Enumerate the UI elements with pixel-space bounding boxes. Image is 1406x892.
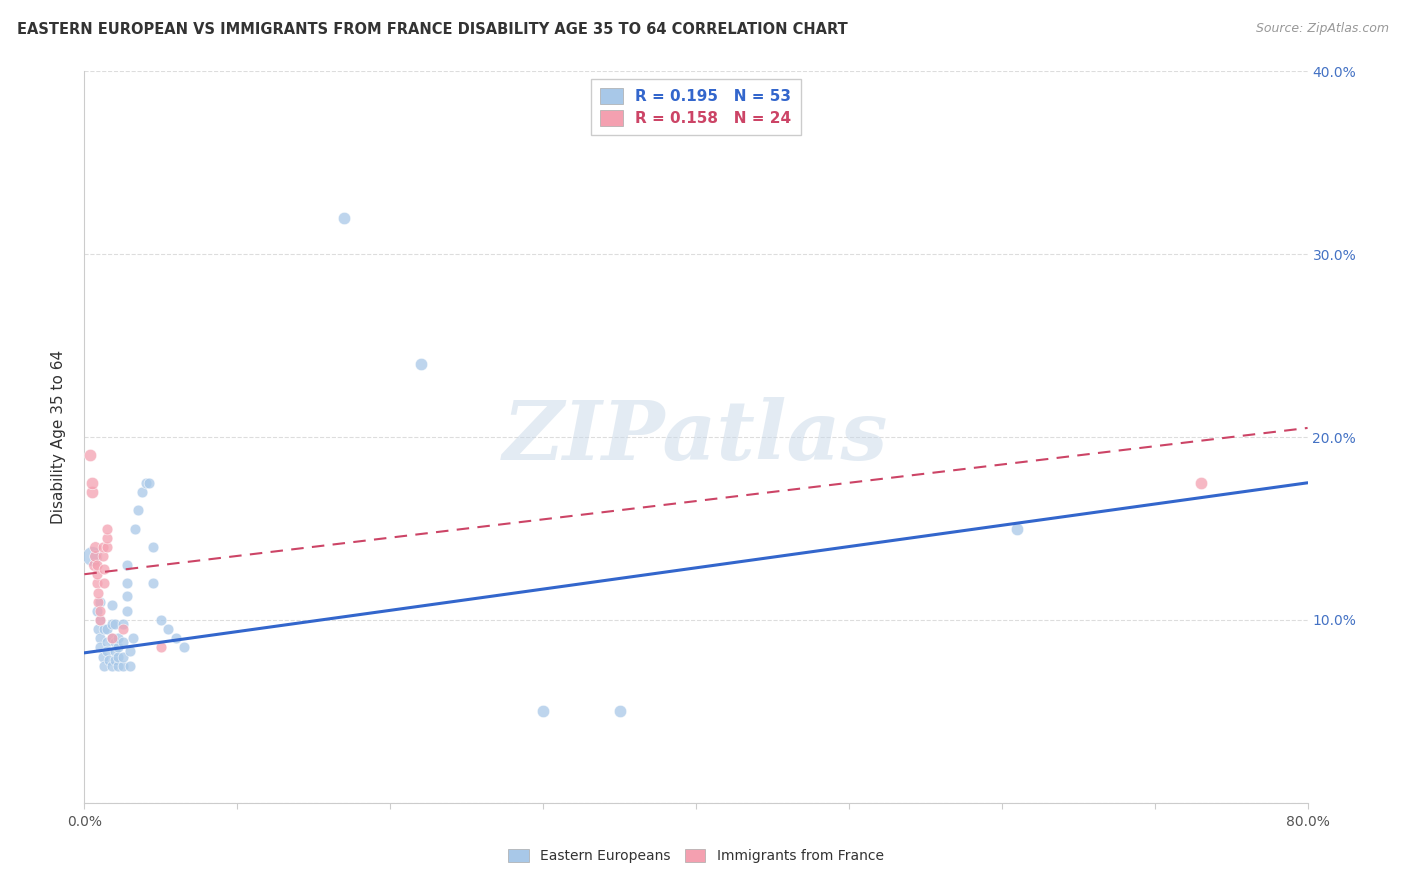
Point xyxy=(173,640,195,655)
Point xyxy=(609,705,631,719)
Point xyxy=(93,562,115,576)
Point xyxy=(96,635,118,649)
Point xyxy=(84,540,107,554)
Point xyxy=(93,622,115,636)
Point xyxy=(149,640,172,655)
Point xyxy=(135,475,157,490)
Point xyxy=(101,632,124,646)
Point xyxy=(111,649,134,664)
Point xyxy=(101,616,124,631)
Point xyxy=(111,658,134,673)
Point xyxy=(149,613,172,627)
Point xyxy=(115,604,138,618)
Point xyxy=(83,558,105,573)
Legend: Eastern Europeans, Immigrants from France: Eastern Europeans, Immigrants from Franc… xyxy=(503,844,889,869)
Point xyxy=(127,503,149,517)
Point xyxy=(87,594,110,608)
Point xyxy=(1189,475,1212,490)
Point xyxy=(138,475,160,490)
Point xyxy=(107,632,129,646)
Point xyxy=(89,632,111,646)
Point xyxy=(131,485,153,500)
Point xyxy=(86,576,108,591)
Point xyxy=(91,549,114,563)
Text: ZIPatlas: ZIPatlas xyxy=(503,397,889,477)
Point xyxy=(120,644,142,658)
Point xyxy=(101,632,124,646)
Point xyxy=(142,576,165,591)
Point xyxy=(91,649,114,664)
Point xyxy=(111,622,134,636)
Point xyxy=(80,485,103,500)
Point xyxy=(96,644,118,658)
Point xyxy=(409,357,432,371)
Point xyxy=(104,616,127,631)
Point xyxy=(89,613,111,627)
Point xyxy=(115,589,138,603)
Point xyxy=(96,540,118,554)
Point xyxy=(96,622,118,636)
Point xyxy=(333,211,356,225)
Point xyxy=(97,653,120,667)
Point xyxy=(1005,521,1028,535)
Point xyxy=(115,576,138,591)
Point xyxy=(96,531,118,545)
Point xyxy=(89,594,111,608)
Point xyxy=(93,576,115,591)
Point xyxy=(101,599,124,613)
Point xyxy=(89,604,111,618)
Point xyxy=(91,540,114,554)
Point xyxy=(87,622,110,636)
Point xyxy=(86,567,108,582)
Point xyxy=(93,658,115,673)
Point xyxy=(120,658,142,673)
Point xyxy=(111,616,134,631)
Point xyxy=(80,549,103,563)
Point xyxy=(115,558,138,573)
Point xyxy=(96,521,118,535)
Point xyxy=(165,632,187,646)
Point xyxy=(142,540,165,554)
Point xyxy=(107,658,129,673)
Point xyxy=(86,558,108,573)
Point xyxy=(89,640,111,655)
Y-axis label: Disability Age 35 to 64: Disability Age 35 to 64 xyxy=(51,350,66,524)
Point xyxy=(86,604,108,618)
Point xyxy=(107,640,129,655)
Point xyxy=(531,705,554,719)
Point xyxy=(107,649,129,664)
Text: Source: ZipAtlas.com: Source: ZipAtlas.com xyxy=(1256,22,1389,36)
Point xyxy=(104,644,127,658)
Point xyxy=(122,632,145,646)
Point xyxy=(124,521,146,535)
Point xyxy=(87,585,110,599)
Point xyxy=(101,658,124,673)
Point xyxy=(157,622,180,636)
Point xyxy=(104,635,127,649)
Point xyxy=(104,653,127,667)
Point xyxy=(79,448,101,462)
Point xyxy=(89,613,111,627)
Point xyxy=(80,475,103,490)
Point xyxy=(111,635,134,649)
Text: EASTERN EUROPEAN VS IMMIGRANTS FROM FRANCE DISABILITY AGE 35 TO 64 CORRELATION C: EASTERN EUROPEAN VS IMMIGRANTS FROM FRAN… xyxy=(17,22,848,37)
Point xyxy=(84,549,107,563)
